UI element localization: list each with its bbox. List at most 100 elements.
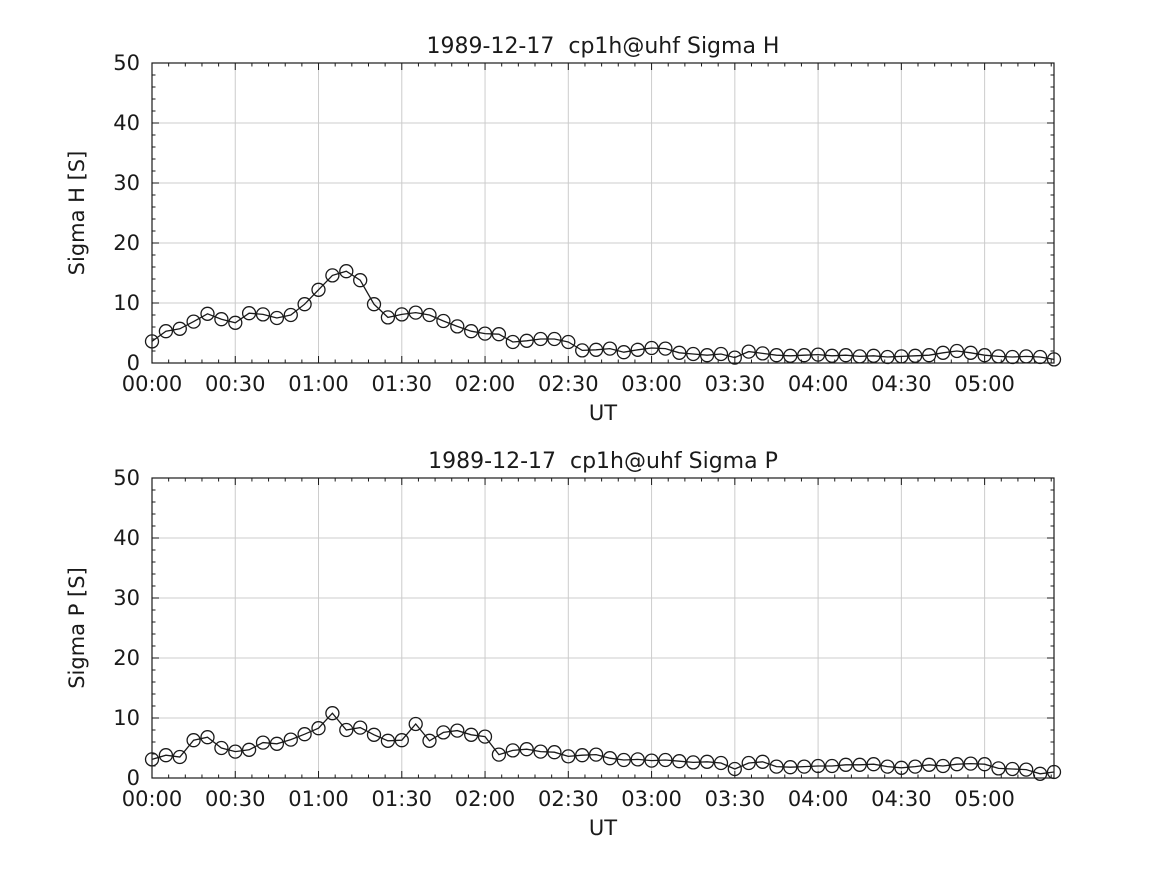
data-point-marker bbox=[325, 706, 340, 721]
y-tick-label: 50 bbox=[113, 466, 140, 490]
chart-title: 1989-12-17 cp1h@uhf Sigma H bbox=[427, 34, 780, 59]
plot-area bbox=[152, 478, 1054, 778]
y-tick-label: 10 bbox=[113, 706, 140, 730]
x-tick-label: 03:00 bbox=[621, 787, 682, 811]
x-tick-label: 04:30 bbox=[871, 372, 932, 396]
data-point-marker bbox=[297, 297, 312, 312]
data-point-marker bbox=[450, 723, 465, 738]
data-point-marker bbox=[339, 264, 354, 279]
x-tick-label: 00:30 bbox=[205, 372, 266, 396]
y-tick-label: 40 bbox=[113, 111, 140, 135]
data-point-marker bbox=[713, 755, 729, 771]
y-tick-label: 0 bbox=[127, 351, 140, 375]
data-point-marker bbox=[422, 307, 437, 323]
data-point-marker bbox=[547, 331, 562, 347]
y-tick-label: 50 bbox=[113, 51, 140, 75]
data-point-marker bbox=[450, 319, 465, 334]
data-point-marker bbox=[366, 727, 382, 742]
tick-marks bbox=[151, 62, 1054, 364]
x-tick-label: 00:30 bbox=[205, 787, 266, 811]
x-tick-label: 03:30 bbox=[705, 372, 766, 396]
data-point-marker bbox=[491, 747, 507, 762]
data-point-marker bbox=[1005, 761, 1020, 777]
data-point-marker bbox=[436, 313, 451, 329]
data-point-marker bbox=[658, 752, 673, 768]
data-point-marker bbox=[686, 346, 701, 362]
data-point-marker bbox=[935, 758, 951, 774]
data-point-marker bbox=[436, 725, 451, 740]
data-point-marker bbox=[394, 307, 409, 322]
data-point-marker bbox=[477, 326, 493, 341]
data-point-marker bbox=[838, 757, 853, 772]
data-point-marker bbox=[464, 324, 479, 339]
data-point-marker bbox=[380, 310, 396, 325]
data-point-marker bbox=[602, 751, 618, 766]
data-point-marker bbox=[353, 273, 368, 288]
data-point-marker bbox=[644, 753, 659, 768]
data-point-marker bbox=[797, 759, 812, 774]
data-point-marker bbox=[269, 736, 285, 751]
data-point-marker bbox=[935, 345, 951, 360]
data-point-marker bbox=[353, 720, 368, 735]
data-point-marker bbox=[755, 754, 770, 769]
data-point-marker bbox=[852, 757, 867, 772]
data-point-marker bbox=[172, 749, 187, 765]
x-tick-label: 01:00 bbox=[288, 372, 349, 396]
data-point-marker bbox=[241, 742, 257, 757]
data-point-marker bbox=[255, 307, 271, 322]
data-point-marker bbox=[644, 340, 659, 356]
data-point-marker bbox=[921, 348, 937, 363]
data-point-marker bbox=[991, 761, 1006, 776]
data-point-marker bbox=[963, 756, 978, 771]
data-point-marker bbox=[602, 341, 618, 356]
x-tick-label: 03:30 bbox=[705, 787, 766, 811]
y-axis-label: Sigma P [S] bbox=[65, 567, 89, 689]
data-point-marker bbox=[616, 752, 631, 768]
data-point-marker bbox=[380, 733, 396, 748]
plot-area bbox=[152, 63, 1054, 363]
x-tick-label: 01:30 bbox=[372, 787, 433, 811]
data-point-marker bbox=[783, 760, 798, 775]
data-point-marker bbox=[228, 744, 243, 759]
data-point-marker bbox=[408, 716, 423, 732]
data-point-marker bbox=[200, 306, 215, 321]
data-point-marker bbox=[491, 327, 507, 342]
data-point-marker bbox=[214, 312, 229, 327]
data-point-marker bbox=[505, 334, 520, 350]
data-point-marker bbox=[186, 314, 201, 329]
data-point-marker bbox=[519, 333, 534, 348]
data-point-marker bbox=[575, 748, 590, 763]
x-tick-label: 02:30 bbox=[538, 372, 599, 396]
data-point-marker bbox=[1019, 762, 1034, 777]
x-tick-label: 01:00 bbox=[288, 787, 349, 811]
data-point-marker bbox=[241, 306, 257, 321]
x-axis-label: UT bbox=[589, 816, 617, 840]
data-point-marker bbox=[699, 754, 715, 769]
data-point-marker bbox=[686, 755, 701, 770]
data-point-marker bbox=[949, 757, 965, 772]
data-point-marker bbox=[533, 744, 548, 759]
data-point-marker bbox=[477, 729, 493, 744]
data-point-marker bbox=[727, 350, 742, 365]
y-tick-label: 20 bbox=[113, 646, 140, 670]
data-point-marker bbox=[269, 310, 285, 326]
axes-box bbox=[151, 62, 1055, 364]
data-point-marker bbox=[172, 321, 187, 336]
data-point-marker bbox=[575, 343, 590, 358]
x-tick-label: 05:00 bbox=[954, 372, 1015, 396]
data-point-marker bbox=[949, 343, 965, 359]
data-point-marker bbox=[741, 344, 756, 359]
x-tick-label: 05:00 bbox=[954, 787, 1015, 811]
data-point-marker bbox=[616, 345, 631, 360]
data-point-marker bbox=[908, 759, 923, 774]
data-point-marker bbox=[1032, 766, 1048, 781]
data-point-marker bbox=[297, 727, 312, 742]
data-point-marker bbox=[588, 747, 604, 762]
data-point-marker bbox=[533, 331, 548, 347]
data-point-marker bbox=[977, 757, 992, 772]
data-point-marker bbox=[561, 749, 576, 764]
x-tick-label: 00:00 bbox=[122, 787, 183, 811]
data-point-marker bbox=[713, 346, 729, 362]
